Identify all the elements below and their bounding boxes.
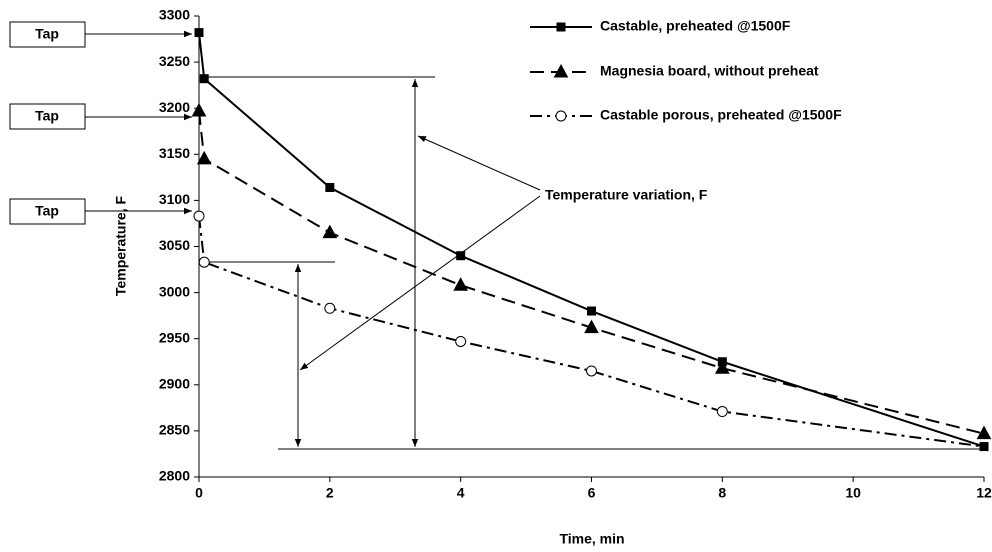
x-tick-label: 0 [195, 485, 203, 501]
y-tick-label: 2900 [159, 376, 190, 392]
series-line [198, 32, 985, 448]
data-point [199, 74, 209, 84]
y-tick-label: 3000 [159, 283, 190, 299]
data-point [976, 425, 992, 440]
y-tick-label: 3300 [159, 7, 190, 23]
data-point [198, 256, 210, 268]
x-axis-label: Time, min [559, 531, 624, 547]
data-point [325, 182, 335, 192]
data-point [193, 210, 205, 222]
y-tick-label: 2800 [159, 468, 190, 484]
annotation: Temperature variation, F [545, 187, 708, 203]
legend-label: Castable, preheated @1500F [600, 18, 791, 34]
y-tick-label: 2950 [159, 329, 190, 345]
y-axis-label: Temperature, F [113, 196, 129, 297]
data-point [714, 360, 730, 374]
data-point [324, 302, 336, 314]
legend-label: Castable porous, preheated @1500F [600, 107, 842, 123]
y-tick-label: 3150 [159, 145, 190, 161]
data-point [456, 251, 466, 261]
x-tick-label: 4 [457, 485, 465, 501]
series-line [198, 110, 985, 435]
x-tick-label: 10 [845, 485, 861, 501]
data-point [586, 365, 597, 377]
data-point [191, 102, 207, 117]
annotation: Tap [35, 108, 59, 124]
annotation: Tap [35, 26, 59, 42]
tap-box [9, 103, 86, 130]
annotation: Tap [35, 203, 59, 219]
legend-label: Magnesia board, without preheat [600, 63, 819, 79]
x-tick-label: 6 [588, 485, 596, 501]
y-tick-label: 3100 [159, 191, 190, 207]
data-point [455, 335, 467, 347]
data-point [584, 319, 599, 334]
y-tick-label: 2850 [159, 422, 190, 438]
arrow [417, 135, 541, 191]
y-tick-label: 3250 [159, 53, 190, 69]
data-point [453, 277, 469, 291]
x-tick-label: 8 [718, 485, 726, 501]
data-point [194, 28, 204, 38]
annotations: Tap Tap Tap Temperature variation, F [9, 21, 984, 450]
tap-box [9, 21, 86, 48]
y-tick-label: 3200 [159, 99, 190, 115]
data-point [196, 150, 212, 165]
data-point [716, 406, 728, 418]
legend-marker [556, 22, 566, 32]
legend-marker [555, 110, 567, 122]
data-point [322, 224, 338, 239]
tap-box [9, 198, 86, 225]
data-point [587, 306, 596, 316]
y-tick-label: 3050 [159, 237, 190, 253]
x-tick-label: 12 [976, 485, 992, 501]
legend-marker [553, 63, 569, 78]
arrow [299, 195, 541, 371]
x-tick-label: 2 [326, 485, 334, 501]
